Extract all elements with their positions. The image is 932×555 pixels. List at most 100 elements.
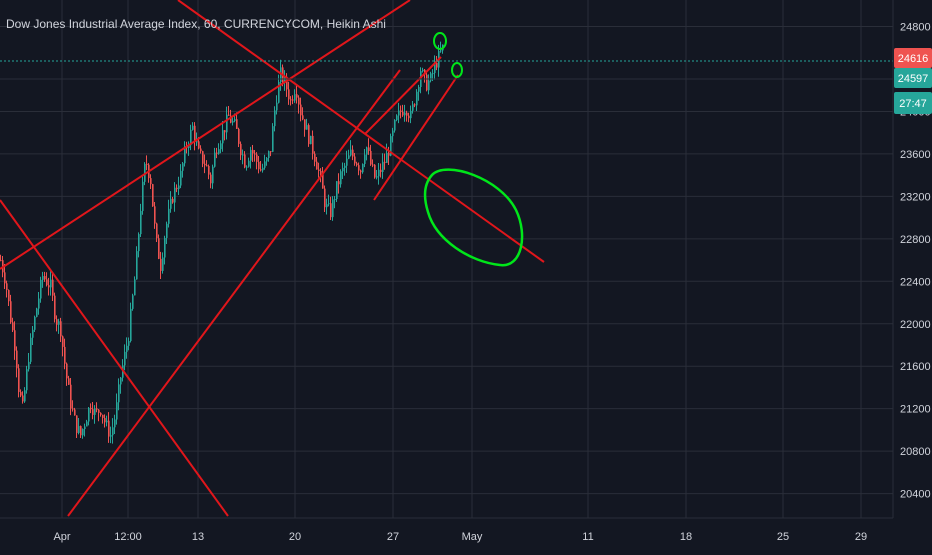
countdown-text: 27:47	[899, 98, 927, 110]
candle-body	[378, 169, 380, 177]
candle-body	[198, 141, 200, 149]
candle-body	[216, 152, 218, 154]
trendline-channel-lower[interactable]	[373, 74, 459, 201]
candle-body	[386, 152, 388, 163]
candle-body	[110, 435, 112, 437]
candle-body	[314, 153, 316, 162]
candle-body	[368, 147, 370, 151]
candle-body	[404, 112, 406, 116]
candle-body	[418, 86, 420, 92]
candle-body	[136, 251, 138, 280]
candle-body	[182, 163, 184, 171]
candle-body	[102, 414, 104, 418]
candle-body	[330, 203, 332, 218]
candle-body	[188, 145, 190, 149]
last-price-badge	[894, 48, 932, 68]
candle-body	[376, 176, 378, 178]
candle-body	[310, 135, 312, 145]
candle-body	[344, 165, 346, 168]
trendline-channel-upper[interactable]	[364, 56, 442, 135]
candle-body	[74, 409, 76, 416]
candle-body	[124, 351, 126, 366]
candle-body	[34, 316, 36, 330]
candle-body	[356, 163, 358, 166]
trendline-upper-diagonal[interactable]	[0, 0, 411, 270]
candle-body	[82, 429, 84, 436]
candle-body	[416, 91, 418, 106]
candle-body	[250, 149, 252, 161]
candle-body	[200, 148, 202, 152]
candle-body	[180, 170, 182, 186]
candle-body	[266, 157, 268, 162]
candle-body	[150, 178, 152, 185]
candle-body	[370, 150, 372, 165]
candle-body	[162, 257, 164, 271]
candle-body	[80, 426, 82, 436]
annotation-ellipse-target[interactable]	[423, 168, 524, 267]
candle-body	[126, 345, 128, 352]
candle-body	[76, 415, 78, 433]
x-tick-label: 25	[777, 531, 789, 543]
candle-body	[316, 161, 318, 170]
x-tick-labels: Apr 12:00 13 20 27 May 11 18 25 29	[53, 531, 867, 543]
candle-body	[248, 160, 250, 167]
candle-body	[208, 166, 210, 175]
drawn-trendlines[interactable]	[0, 0, 545, 517]
x-tick-label: 29	[855, 531, 867, 543]
candle-body	[214, 152, 216, 167]
candle-body	[366, 147, 368, 155]
candle-body	[348, 155, 350, 159]
candle-body	[224, 130, 226, 133]
candle-body	[298, 97, 300, 105]
candle-body	[210, 174, 212, 184]
candle-body	[156, 223, 158, 239]
candle-body	[176, 187, 178, 190]
candle-body	[24, 390, 26, 402]
candle-body	[14, 330, 16, 351]
candle-body	[178, 185, 180, 190]
candle-body	[172, 198, 174, 203]
trendline-rising-support[interactable]	[67, 69, 401, 517]
candle-body	[160, 258, 162, 271]
candle-body	[350, 149, 352, 156]
annotation-circle-top[interactable]	[433, 32, 447, 50]
trendline-upper-channel[interactable]	[177, 0, 545, 263]
y-tick-label: 23200	[900, 191, 931, 203]
candle-body	[40, 279, 42, 299]
candle-body	[138, 234, 140, 252]
candle-body	[152, 184, 154, 207]
candle-body	[372, 164, 374, 166]
candle-body	[228, 114, 230, 116]
candle-body	[402, 111, 404, 116]
y-tick-label: 22800	[900, 234, 931, 246]
candle-body	[202, 151, 204, 164]
candle-body	[120, 377, 122, 385]
candle-body	[394, 120, 396, 131]
candle-body	[362, 164, 364, 173]
candle-body	[196, 141, 198, 143]
candle-body	[220, 143, 222, 150]
candle-body	[398, 110, 400, 116]
candle-body	[364, 154, 366, 165]
x-tick-label: May	[462, 531, 483, 543]
y-tick-label: 24800	[900, 22, 931, 34]
candle-body	[88, 407, 90, 422]
drawn-annotations[interactable]	[423, 32, 524, 267]
trendline-descending-long[interactable]	[0, 199, 229, 517]
candle-body	[100, 412, 102, 415]
y-tick-labels: 2480024000236002320022800224002200021600…	[900, 22, 931, 501]
candle-body	[204, 163, 206, 166]
annotation-circle-small[interactable]	[451, 62, 463, 78]
candle-body	[206, 165, 208, 167]
candle-body	[272, 126, 274, 152]
candle-body	[62, 336, 64, 347]
candle-body	[60, 321, 62, 337]
candle-body	[332, 199, 334, 218]
candle-body	[86, 421, 88, 427]
candle-body	[6, 283, 8, 291]
chart-title: Dow Jones Industrial Average Index, 60, …	[6, 17, 386, 31]
candle-body	[422, 69, 424, 72]
